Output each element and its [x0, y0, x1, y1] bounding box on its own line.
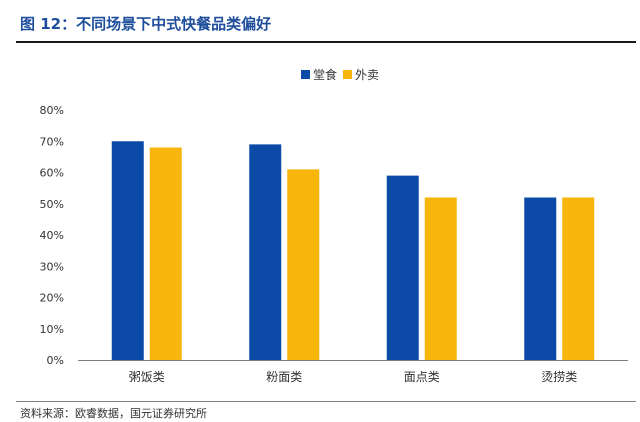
- legend-swatch-takeaway: [343, 70, 352, 79]
- bar-takeaway-0: [149, 147, 182, 360]
- title-divider: [16, 41, 636, 43]
- y-tick-label: 0%: [47, 354, 64, 367]
- bar-takeaway-1: [287, 169, 320, 360]
- source-note: 资料来源：欧睿数据，国元证券研究所: [20, 407, 207, 420]
- y-tick-label: 80%: [40, 104, 64, 117]
- bar-takeaway-3: [562, 197, 595, 360]
- bar-dine-in-1: [249, 144, 282, 360]
- bar-chart: 堂食 外卖 0% 10% 20% 30% 40% 50% 60% 70% 80% 粥饭类 粉面类 面点…: [40, 67, 628, 384]
- bars: [111, 141, 595, 360]
- legend: 堂食 外卖: [301, 67, 379, 82]
- bar-takeaway-2: [424, 197, 457, 360]
- figure-title: 图 12：不同场景下中式快餐品类偏好: [20, 15, 272, 33]
- bar-dine-in-3: [524, 197, 557, 360]
- legend-swatch-dine-in: [301, 70, 310, 79]
- source-divider: [16, 401, 636, 402]
- x-tick-label: 粉面类: [266, 370, 302, 384]
- y-tick-label: 10%: [40, 323, 64, 336]
- y-tick-label: 70%: [40, 135, 64, 148]
- x-tick-label: 粥饭类: [129, 370, 165, 384]
- legend-label-dine-in: 堂食: [313, 67, 337, 82]
- legend-label-takeaway: 外卖: [355, 68, 379, 82]
- y-tick-label: 40%: [40, 229, 64, 242]
- bar-dine-in-2: [386, 175, 419, 360]
- x-axis-ticks: 粥饭类 粉面类 面点类 烫捞类: [129, 370, 578, 384]
- y-tick-label: 20%: [40, 292, 64, 305]
- x-tick-label: 烫捞类: [541, 370, 577, 384]
- bar-dine-in-0: [111, 141, 144, 360]
- x-tick-label: 面点类: [404, 370, 440, 384]
- y-axis-ticks: 0% 10% 20% 30% 40% 50% 60% 70% 80%: [40, 104, 64, 367]
- y-tick-label: 30%: [40, 260, 64, 273]
- y-tick-label: 60%: [40, 167, 64, 180]
- y-tick-label: 50%: [40, 198, 64, 211]
